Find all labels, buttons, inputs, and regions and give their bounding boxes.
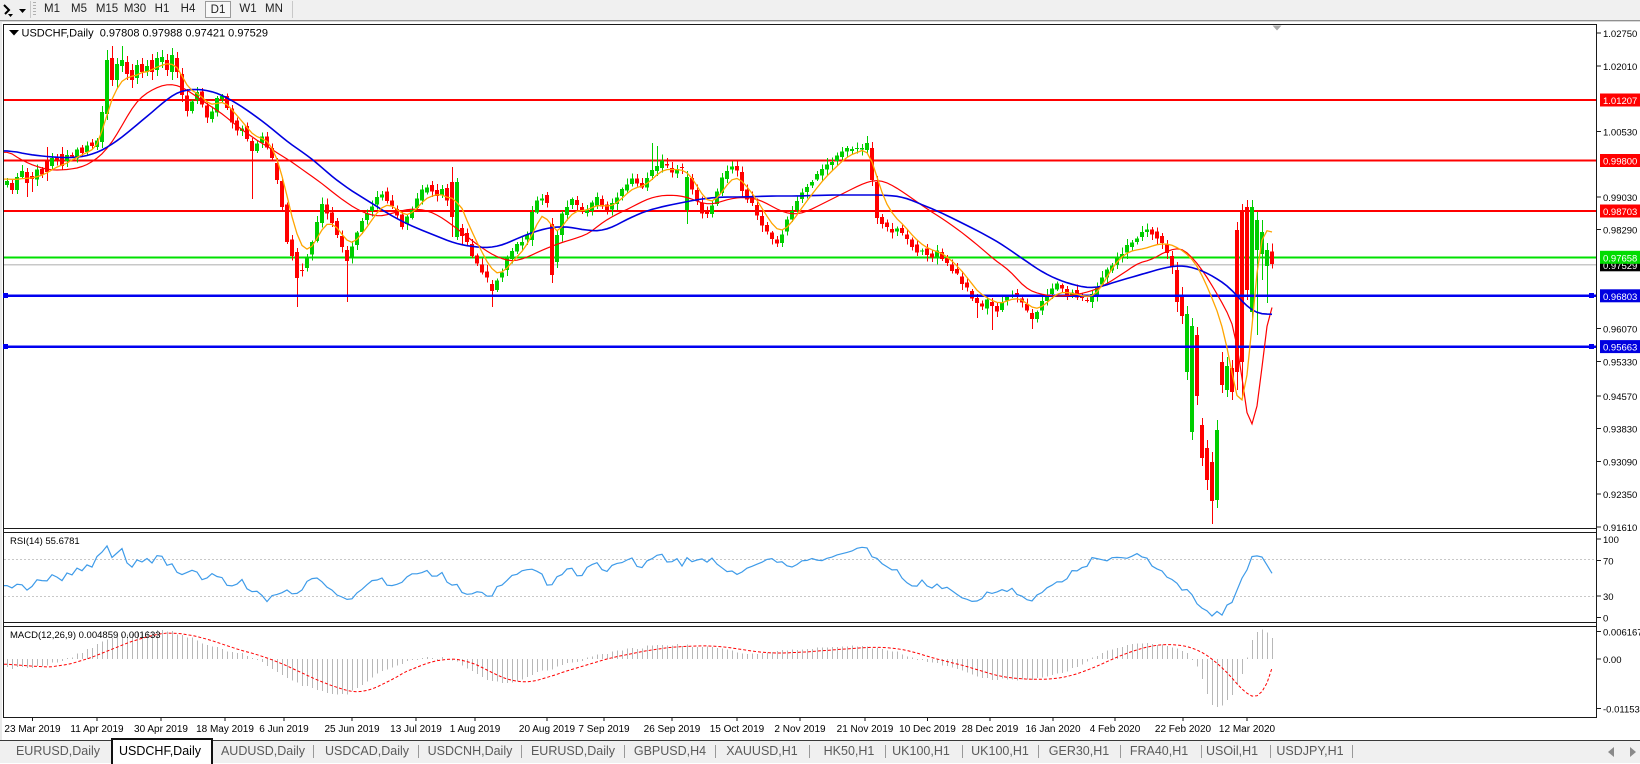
svg-text:0.93830: 0.93830 xyxy=(1603,425,1637,436)
svg-text:0.006167: 0.006167 xyxy=(1603,628,1640,639)
svg-text:0.98290: 0.98290 xyxy=(1603,226,1637,237)
svg-text:1.02750: 1.02750 xyxy=(1603,29,1637,40)
svg-text:100: 100 xyxy=(1603,535,1619,546)
svg-text:0.96803: 0.96803 xyxy=(1603,292,1637,303)
svg-text:0.98703: 0.98703 xyxy=(1603,207,1637,218)
svg-text:-0.011531: -0.011531 xyxy=(1603,704,1640,715)
svg-text:0.92350: 0.92350 xyxy=(1603,490,1637,501)
svg-text:0.93090: 0.93090 xyxy=(1603,458,1637,469)
svg-text:16 Jan 2020: 16 Jan 2020 xyxy=(1025,724,1080,735)
svg-text:1.01207: 1.01207 xyxy=(1603,96,1637,107)
svg-text:4 Feb 2020: 4 Feb 2020 xyxy=(1090,724,1141,735)
svg-text:MACD(12,26,9) 0.004859 0.00163: MACD(12,26,9) 0.004859 0.001633 xyxy=(10,630,161,641)
svg-text:0.00: 0.00 xyxy=(1603,655,1622,666)
svg-text:11 Apr 2019: 11 Apr 2019 xyxy=(70,724,124,735)
svg-text:22 Feb 2020: 22 Feb 2020 xyxy=(1155,724,1212,735)
svg-text:0: 0 xyxy=(1603,614,1608,625)
svg-text:0.94570: 0.94570 xyxy=(1603,392,1637,403)
svg-text:0.99030: 0.99030 xyxy=(1603,193,1637,204)
svg-text:0.91610: 0.91610 xyxy=(1603,523,1637,534)
svg-text:18 May 2019: 18 May 2019 xyxy=(196,724,254,735)
svg-text:23 Mar 2019: 23 Mar 2019 xyxy=(4,724,61,735)
svg-text:26 Sep 2019: 26 Sep 2019 xyxy=(644,724,701,735)
svg-text:0.95663: 0.95663 xyxy=(1603,343,1637,354)
svg-text:1 Aug 2019: 1 Aug 2019 xyxy=(450,724,501,735)
svg-text:1.00530: 1.00530 xyxy=(1603,127,1637,138)
svg-text:2 Nov 2019: 2 Nov 2019 xyxy=(774,724,826,735)
svg-text:1.02010: 1.02010 xyxy=(1603,62,1637,73)
svg-text:28 Dec 2019: 28 Dec 2019 xyxy=(962,724,1019,735)
svg-text:13 Jul 2019: 13 Jul 2019 xyxy=(390,724,442,735)
svg-text:21 Nov 2019: 21 Nov 2019 xyxy=(837,724,894,735)
svg-text:0.99800: 0.99800 xyxy=(1603,157,1637,168)
svg-text:0.97658: 0.97658 xyxy=(1603,253,1637,264)
svg-text:6 Jun 2019: 6 Jun 2019 xyxy=(259,724,309,735)
svg-text:12 Mar 2020: 12 Mar 2020 xyxy=(1219,724,1276,735)
svg-text:30 Apr 2019: 30 Apr 2019 xyxy=(134,724,188,735)
svg-text:70: 70 xyxy=(1603,557,1614,568)
svg-text:0.95330: 0.95330 xyxy=(1603,357,1637,368)
svg-text:25 Jun 2019: 25 Jun 2019 xyxy=(324,724,379,735)
svg-text:0.96070: 0.96070 xyxy=(1603,325,1637,336)
svg-text:15 Oct 2019: 15 Oct 2019 xyxy=(710,724,765,735)
svg-text:0.97529: 0.97529 xyxy=(1603,261,1637,272)
svg-text:USDCHF,Daily 0.97808 0.97988: USDCHF,Daily 0.97808 0.97988 0.97421 0.9… xyxy=(22,28,268,40)
svg-text:30: 30 xyxy=(1603,592,1614,603)
svg-text:RSI(14) 55.6781: RSI(14) 55.6781 xyxy=(10,536,80,547)
svg-text:20 Aug 2019: 20 Aug 2019 xyxy=(519,724,576,735)
svg-text:10 Dec 2019: 10 Dec 2019 xyxy=(899,724,956,735)
svg-text:7 Sep 2019: 7 Sep 2019 xyxy=(578,724,630,735)
